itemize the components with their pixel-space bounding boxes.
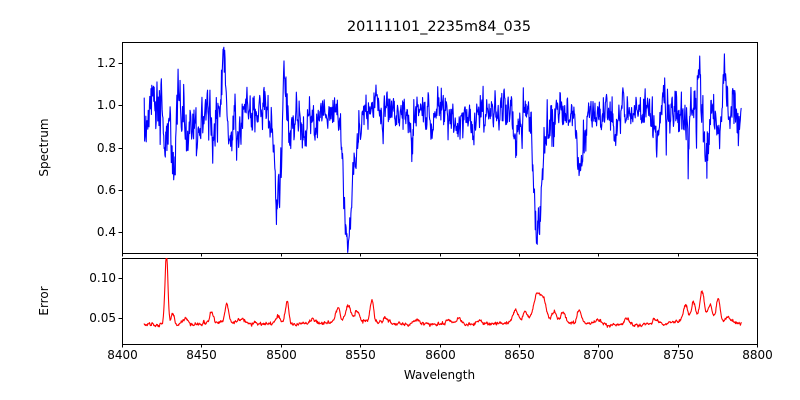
xtick-label: 8800 xyxy=(742,348,773,362)
xtick-label: 8400 xyxy=(107,348,138,362)
ytick-label: 0.8 xyxy=(97,141,116,155)
xtick-label: 8450 xyxy=(186,348,217,362)
xtick-label: 8600 xyxy=(425,348,456,362)
ytick-label: 0.6 xyxy=(97,183,116,197)
xlabel: Wavelength xyxy=(404,368,475,382)
xtick-label: 8700 xyxy=(583,348,614,362)
figure-title: 20111101_2235m84_035 xyxy=(347,19,531,35)
ytick-label: 0.4 xyxy=(97,225,116,239)
xtick-label: 8550 xyxy=(345,348,376,362)
error-panel-ylabel: Error xyxy=(37,286,51,315)
spectrum-panel-ylabel: Spectrum xyxy=(37,118,51,176)
error-panel-data-line xyxy=(143,258,742,328)
xtick-label: 8500 xyxy=(266,348,297,362)
ytick-label: 1.2 xyxy=(97,56,116,70)
ytick-label: 0.10 xyxy=(89,271,116,285)
spectrum-panel-data-line xyxy=(143,46,742,253)
ytick-label: 0.05 xyxy=(89,311,116,325)
spectrum-panel-frame xyxy=(122,42,758,254)
error-panel-frame xyxy=(122,258,758,345)
xtick-label: 8750 xyxy=(663,348,694,362)
ytick-label: 1.0 xyxy=(97,98,116,112)
xtick-label: 8650 xyxy=(504,348,535,362)
